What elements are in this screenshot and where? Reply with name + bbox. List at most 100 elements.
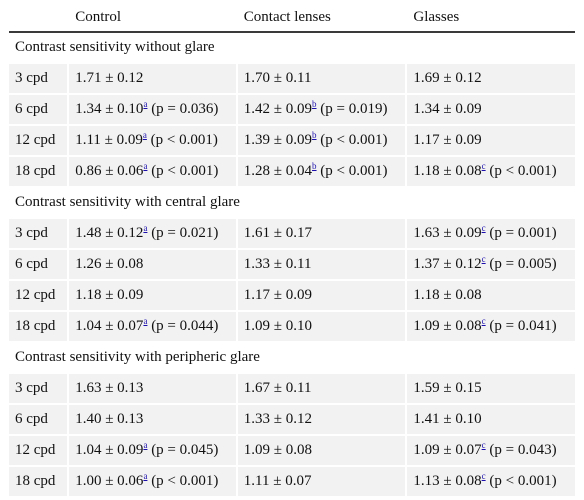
footnote-link[interactable]: b bbox=[312, 161, 317, 171]
table-cell: 1.26 ± 0.08 bbox=[69, 250, 238, 281]
cell-value: 1.70 ± 0.11 bbox=[243, 70, 312, 86]
table-cell: 1.70 ± 0.11 bbox=[237, 64, 408, 95]
table-cell: 1.28 ± 0.04b (p < 0.001) bbox=[237, 157, 408, 188]
table-header-row: Control Contact lenses Glasses bbox=[9, 3, 575, 33]
p-value: (p < 0.001) bbox=[485, 163, 557, 179]
row-label: 18 cpd bbox=[9, 157, 70, 188]
row-label: 12 cpd bbox=[9, 126, 70, 157]
cell-value: 1.28 ± 0.04 bbox=[243, 163, 313, 179]
footnote-link[interactable]: a bbox=[143, 99, 148, 109]
table-cell: 1.04 ± 0.09a (p = 0.045) bbox=[69, 436, 238, 467]
footnote-link[interactable]: a bbox=[143, 223, 148, 233]
cell-value: 1.13 ± 0.08 bbox=[413, 473, 482, 489]
footnote-marker: c bbox=[482, 313, 486, 327]
table-cell: 1.63 ± 0.13 bbox=[69, 374, 238, 405]
p-value: (p < 0.001) bbox=[147, 473, 219, 489]
footnote-marker: b bbox=[312, 127, 317, 141]
footnote-marker: c bbox=[482, 220, 486, 234]
table-cell: 1.34 ± 0.10a (p = 0.036) bbox=[69, 95, 238, 126]
table-row: 18 cpd 1.00 ± 0.06a (p < 0.001) 1.11 ± 0.0… bbox=[9, 467, 575, 498]
footnote-marker: b bbox=[312, 96, 317, 110]
table-cell: 1.00 ± 0.06a (p < 0.001) bbox=[69, 467, 238, 498]
table-cell: 1.61 ± 0.17 bbox=[237, 219, 408, 250]
footnote-marker: a bbox=[143, 96, 147, 110]
p-value: (p = 0.043) bbox=[485, 442, 557, 458]
footnote-marker: c bbox=[482, 468, 486, 482]
cell-value: 1.34 ± 0.09 bbox=[413, 101, 482, 117]
footnote-link[interactable]: c bbox=[481, 316, 486, 326]
footnote-marker: a bbox=[143, 158, 147, 172]
p-value: (p = 0.019) bbox=[316, 101, 388, 117]
row-label: 6 cpd bbox=[9, 405, 70, 436]
table-row: 12 cpd 1.18 ± 0.09 1.17 ± 0.09 1.18 ± 0.08 bbox=[9, 281, 575, 312]
footnote-link[interactable]: a bbox=[142, 130, 147, 140]
table-cell: 1.04 ± 0.07a (p = 0.044) bbox=[69, 312, 238, 343]
cell-value: 1.48 ± 0.12 bbox=[75, 225, 144, 241]
section-title: Contrast sensitivity with peripheric gla… bbox=[9, 343, 575, 374]
cell-value: 1.11 ± 0.07 bbox=[243, 473, 312, 489]
p-value: (p = 0.001) bbox=[485, 225, 557, 241]
row-label: 3 cpd bbox=[9, 374, 70, 405]
cell-value: 1.18 ± 0.09 bbox=[75, 287, 144, 303]
footnote-link[interactable]: a bbox=[143, 161, 148, 171]
header-empty bbox=[9, 3, 70, 33]
table-row: 6 cpd 1.26 ± 0.08 1.33 ± 0.11 1.37 ± 0.12c … bbox=[9, 250, 575, 281]
cell-value: 1.63 ± 0.13 bbox=[75, 380, 144, 396]
footnote-link[interactable]: a bbox=[143, 471, 148, 481]
p-value: (p = 0.041) bbox=[485, 318, 557, 334]
section-row: Contrast sensitivity with central glare bbox=[9, 188, 575, 219]
cell-value: 1.26 ± 0.08 bbox=[75, 256, 144, 272]
footnote-link[interactable]: b bbox=[312, 99, 317, 109]
cell-value: 1.17 ± 0.09 bbox=[243, 287, 313, 303]
p-value: (p < 0.001) bbox=[316, 132, 388, 148]
cell-value: 0.86 ± 0.06 bbox=[75, 163, 144, 179]
row-label: 3 cpd bbox=[9, 219, 70, 250]
footnote-link[interactable]: a bbox=[143, 440, 148, 450]
table-row: 12 cpd 1.04 ± 0.09a (p = 0.045) 1.09 ± 0.0… bbox=[9, 436, 575, 467]
cell-value: 1.09 ± 0.10 bbox=[243, 318, 313, 334]
cell-value: 1.67 ± 0.11 bbox=[243, 380, 312, 396]
footnote-link[interactable]: c bbox=[481, 440, 486, 450]
footnote-link[interactable]: a bbox=[143, 316, 148, 326]
cell-value: 1.04 ± 0.07 bbox=[75, 318, 144, 334]
footnote-link[interactable]: c bbox=[481, 471, 486, 481]
cell-value: 1.18 ± 0.08 bbox=[413, 287, 482, 303]
table-cell: 1.67 ± 0.11 bbox=[237, 374, 408, 405]
cell-value: 1.39 ± 0.09 bbox=[243, 132, 313, 148]
p-value: (p = 0.021) bbox=[147, 225, 219, 241]
table-cell: 1.18 ± 0.09 bbox=[69, 281, 238, 312]
table-cell: 1.59 ± 0.15 bbox=[407, 374, 575, 405]
footnote-marker: c bbox=[482, 437, 486, 451]
header-glasses: Glasses bbox=[407, 3, 575, 33]
table-row: 18 cpd 1.04 ± 0.07a (p = 0.044) 1.09 ± 0.1… bbox=[9, 312, 575, 343]
table-cell: 1.18 ± 0.08 bbox=[407, 281, 575, 312]
p-value: (p < 0.001) bbox=[316, 163, 388, 179]
table-cell: 1.71 ± 0.12 bbox=[69, 64, 238, 95]
footnote-link[interactable]: c bbox=[481, 223, 486, 233]
table-cell: 1.09 ± 0.10 bbox=[237, 312, 408, 343]
cell-value: 1.09 ± 0.07 bbox=[413, 442, 482, 458]
footnote-link[interactable]: b bbox=[312, 130, 317, 140]
table-row: 12 cpd 1.11 ± 0.09a (p < 0.001) 1.39 ± 0.0… bbox=[9, 126, 575, 157]
row-label: 6 cpd bbox=[9, 250, 70, 281]
table-cell: 1.11 ± 0.09a (p < 0.001) bbox=[69, 126, 238, 157]
table-cell: 1.17 ± 0.09 bbox=[237, 281, 408, 312]
cell-value: 1.42 ± 0.09 bbox=[243, 101, 313, 117]
row-label: 18 cpd bbox=[9, 312, 70, 343]
table-cell: 1.34 ± 0.09 bbox=[407, 95, 575, 126]
footnote-marker: c bbox=[482, 158, 486, 172]
header-contact-lenses: Contact lenses bbox=[237, 3, 408, 33]
table-row: 6 cpd 1.34 ± 0.10a (p = 0.036) 1.42 ± 0.09… bbox=[9, 95, 575, 126]
cell-value: 1.09 ± 0.08 bbox=[243, 442, 313, 458]
row-label: 6 cpd bbox=[9, 95, 70, 126]
footnote-link[interactable]: c bbox=[481, 161, 486, 171]
table-cell: 1.17 ± 0.09 bbox=[407, 126, 575, 157]
cell-value: 1.04 ± 0.09 bbox=[75, 442, 144, 458]
table-cell: 1.41 ± 0.10 bbox=[407, 405, 575, 436]
table-cell: 1.13 ± 0.08c (p < 0.001) bbox=[407, 467, 575, 498]
p-value: (p < 0.001) bbox=[485, 473, 557, 489]
p-value: (p = 0.005) bbox=[485, 256, 557, 272]
cell-value: 1.34 ± 0.10 bbox=[75, 101, 144, 117]
footnote-link[interactable]: c bbox=[481, 254, 486, 264]
